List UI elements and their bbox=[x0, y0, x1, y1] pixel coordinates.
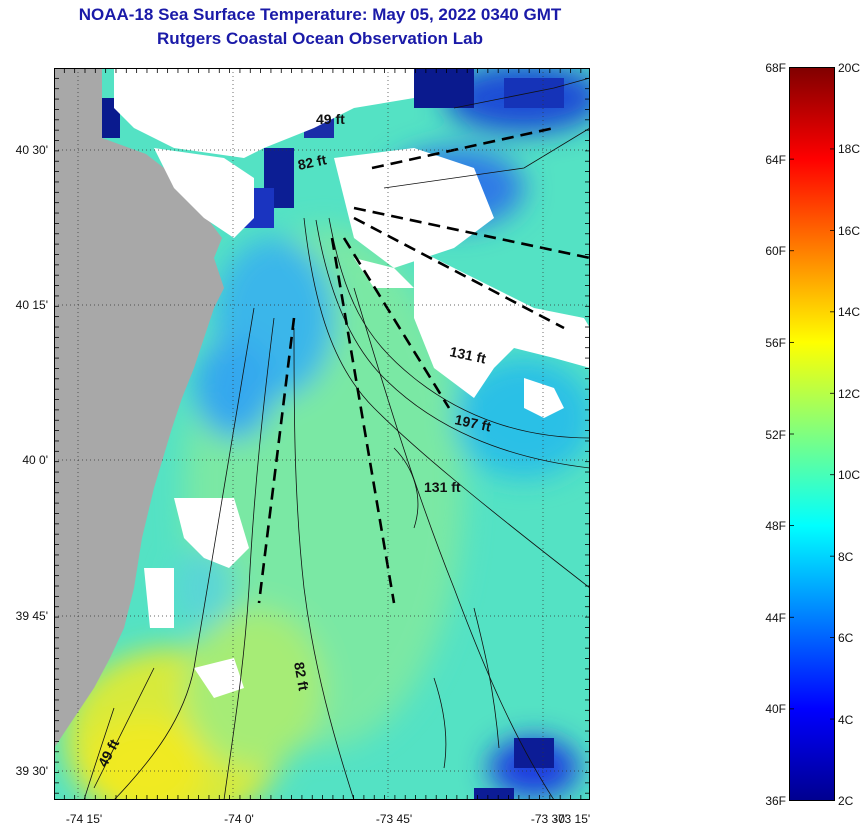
colorbar-c-label: 14C bbox=[838, 305, 861, 320]
colorbar-c-label: 8C bbox=[838, 549, 854, 564]
colorbar-f-label: 48F bbox=[765, 519, 786, 534]
map-frame bbox=[54, 68, 590, 800]
depth-label: 197 ft bbox=[453, 411, 492, 434]
lat-lon-grid bbox=[54, 68, 590, 800]
lat-label: 39 45' bbox=[15, 609, 48, 623]
colorbar-c-label: 2C bbox=[838, 794, 854, 808]
colorbar-f-label: 68F bbox=[765, 61, 786, 75]
lat-label: 40 15' bbox=[15, 298, 48, 312]
map-subtitle: Rutgers Coastal Ocean Observation Lab bbox=[157, 29, 483, 48]
colorbar-c-label: 20C bbox=[838, 61, 861, 75]
depth-label: 131 ft bbox=[424, 479, 461, 495]
colorbar-f-label: 40F bbox=[765, 702, 786, 717]
colorbar-c-label: 10C bbox=[838, 468, 861, 483]
colorbar-c-label: 4C bbox=[838, 712, 854, 727]
lon-label: -73 15' bbox=[553, 812, 591, 826]
lat-label: 39 30' bbox=[15, 764, 48, 778]
colorbar-c-label: 6C bbox=[838, 631, 854, 646]
depth-label: 82 ft bbox=[296, 151, 328, 173]
colorbar-f-label: 64F bbox=[765, 152, 786, 167]
shipping-lanes bbox=[257, 126, 590, 604]
colorbar-f-label: 36F bbox=[765, 794, 786, 808]
cloud-mask bbox=[114, 68, 590, 698]
sst-map: 49 ft 82 ft 131 ft 197 ft 131 ft 82 ft 4… bbox=[54, 68, 590, 800]
colorbar-c-label: 18C bbox=[838, 142, 861, 157]
lat-label: 40 30' bbox=[15, 143, 48, 157]
lon-label: -73 30' bbox=[530, 812, 568, 826]
frame-ticks bbox=[54, 68, 590, 800]
lon-label: -74 15' bbox=[65, 812, 103, 826]
temperature-colorbar bbox=[789, 67, 835, 801]
map-title: NOAA-18 Sea Surface Temperature: May 05,… bbox=[78, 5, 562, 24]
colorbar-f-label: 60F bbox=[765, 244, 786, 259]
colorbar-f-label: 52F bbox=[765, 427, 786, 442]
colorbar-f-label: 44F bbox=[765, 610, 786, 625]
bathymetry-contours bbox=[83, 77, 590, 800]
colorbar-f-label: 56F bbox=[765, 335, 786, 350]
lon-label: -73 45' bbox=[375, 812, 413, 826]
depth-label: 82 ft bbox=[291, 661, 312, 692]
land-new-jersey bbox=[54, 68, 224, 748]
lon-label: -74 0' bbox=[224, 812, 254, 826]
depth-label: 131 ft bbox=[448, 343, 487, 366]
depth-label: 49 ft bbox=[316, 111, 345, 127]
colorbar-c-label: 12C bbox=[838, 386, 861, 401]
lat-label: 40 0' bbox=[22, 453, 48, 467]
colorbar-c-label: 16C bbox=[838, 223, 861, 238]
